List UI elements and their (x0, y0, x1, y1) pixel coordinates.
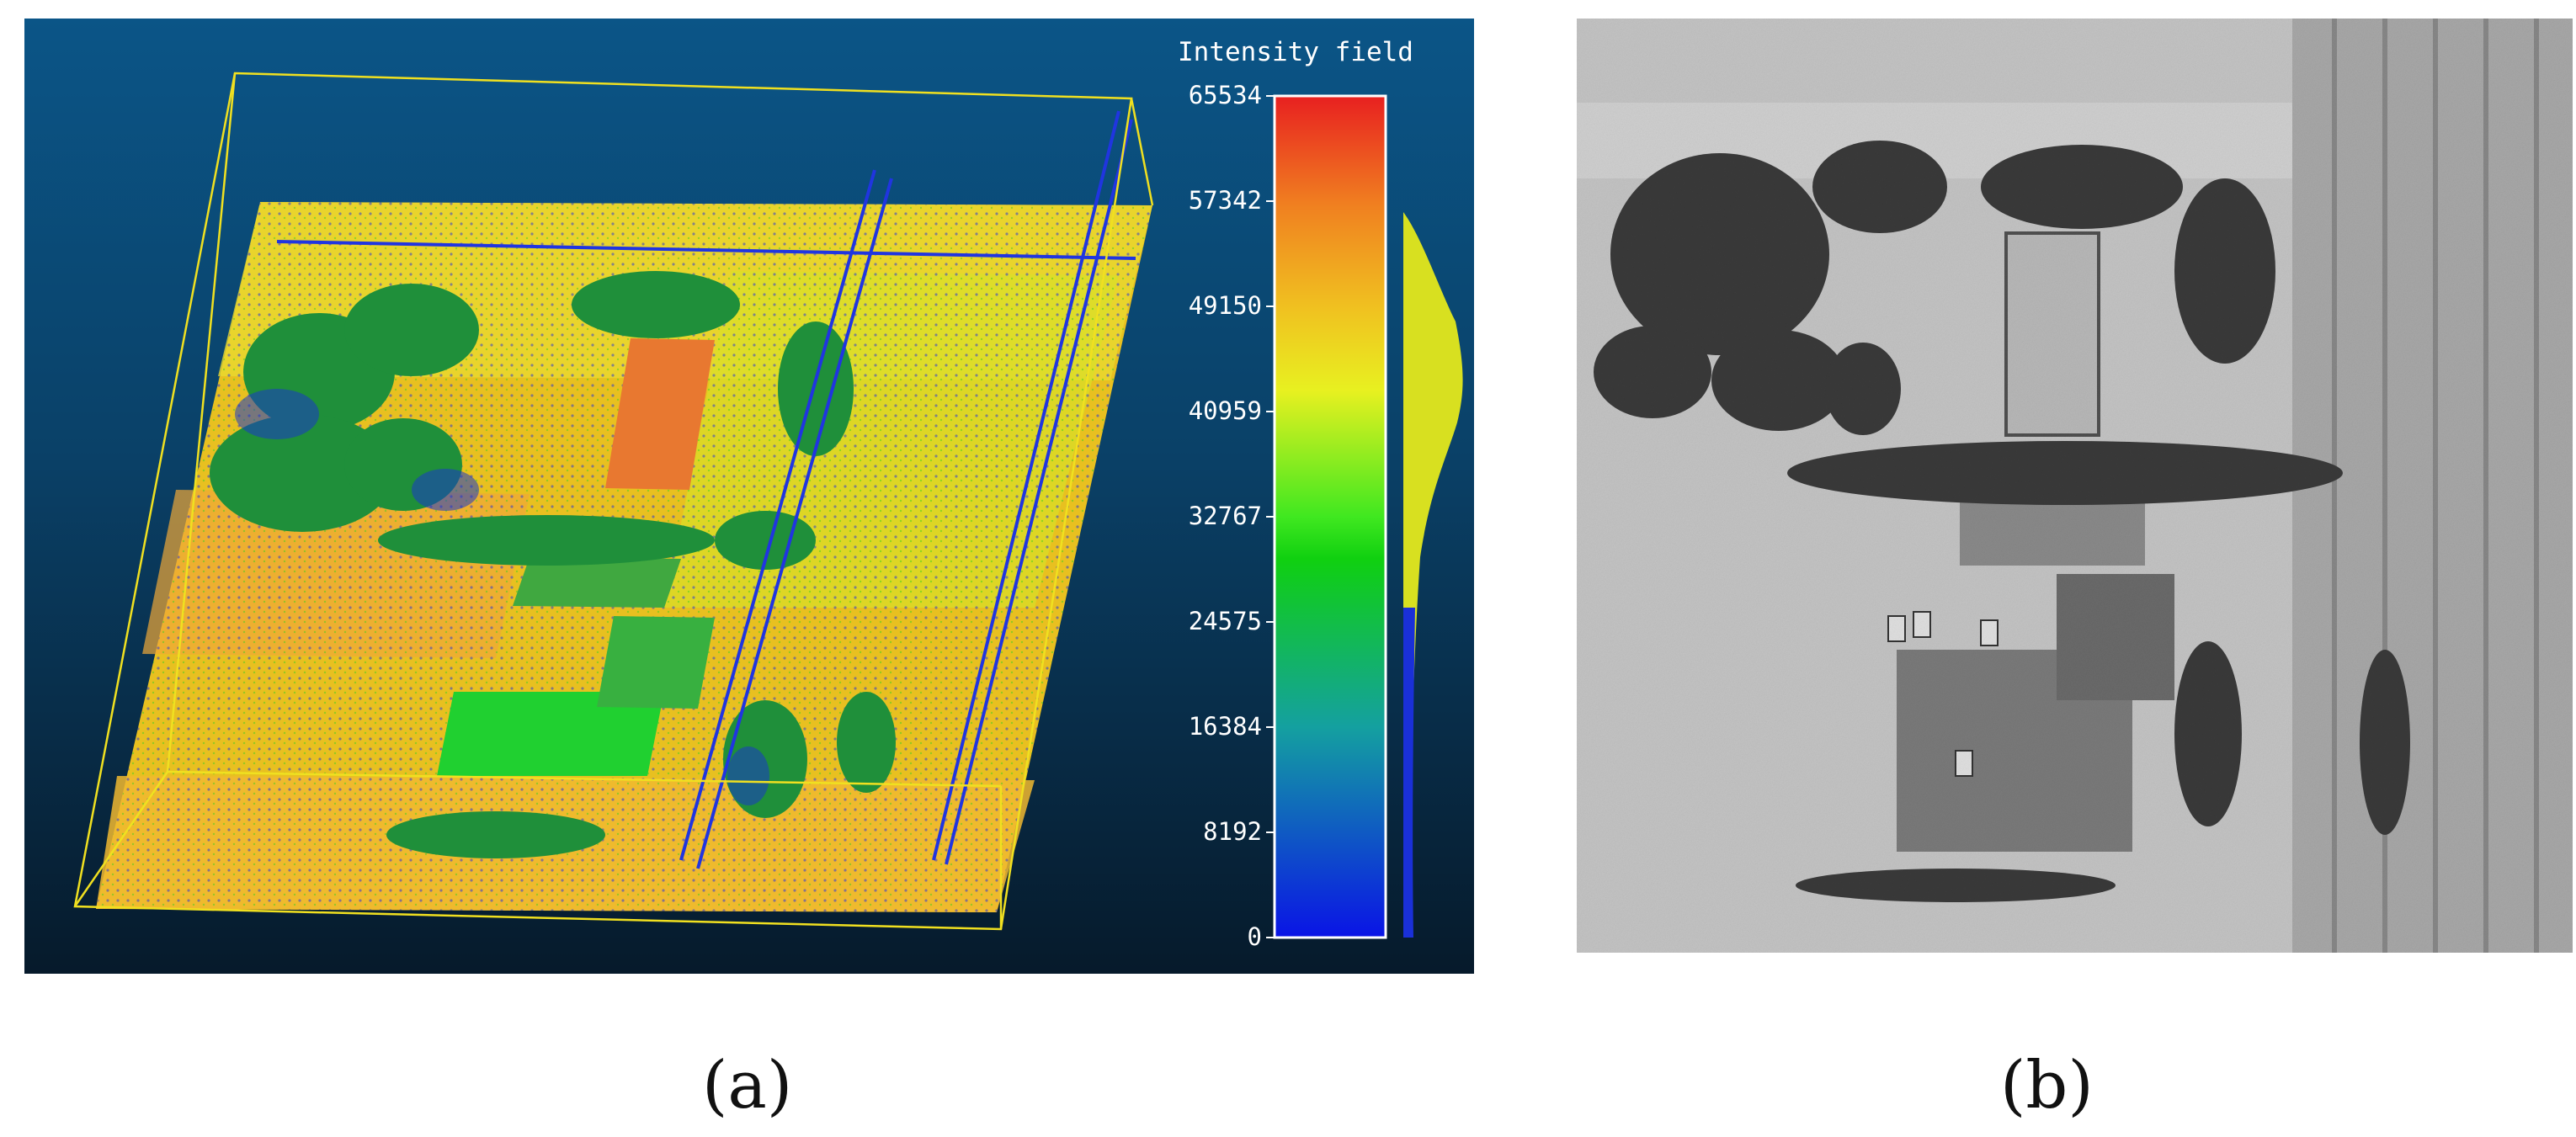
road (2292, 19, 2573, 953)
colorbar-tick-label: 40959 (1188, 396, 1262, 425)
bounding-box (73, 72, 1154, 931)
buildings (513, 338, 715, 709)
intensity-point-cloud-view: Intensity field 65534 57342 49150 40959 3276… (24, 19, 1474, 974)
colorbar-tick-marks (1266, 95, 1275, 938)
grass-field (437, 692, 664, 776)
colorbar-tick-label: 24575 (1188, 607, 1262, 635)
trees (1594, 141, 2410, 902)
colorbar-tick-label: 65534 (1188, 81, 1262, 109)
building-roof (2004, 231, 2100, 437)
colorbar-tick-label: 49150 (1188, 291, 1262, 320)
colorbar-tick-label: 57342 (1188, 186, 1262, 215)
colorbar-tick-label: 32767 (1188, 502, 1262, 530)
colorbar (1273, 94, 1387, 939)
colorbar-title: Intensity field (1178, 37, 1413, 67)
intensity-histogram (1403, 212, 1463, 938)
caption-a: (a) (702, 1048, 793, 1124)
grayscale-aerial-image (1577, 19, 2573, 953)
tree-canopy-edges (235, 389, 769, 805)
aerial-render (1577, 19, 2573, 953)
power-lines (276, 110, 1136, 869)
colorbar-tick-label: 0 (1247, 922, 1262, 951)
point-cloud-render (73, 72, 1463, 939)
colorbar-tick-label: 16384 (1188, 711, 1262, 741)
intensity-histogram-low (1403, 608, 1415, 938)
colorbar-tick-label: 8192 (1203, 816, 1262, 846)
caption-b: (b) (2000, 1048, 2094, 1124)
